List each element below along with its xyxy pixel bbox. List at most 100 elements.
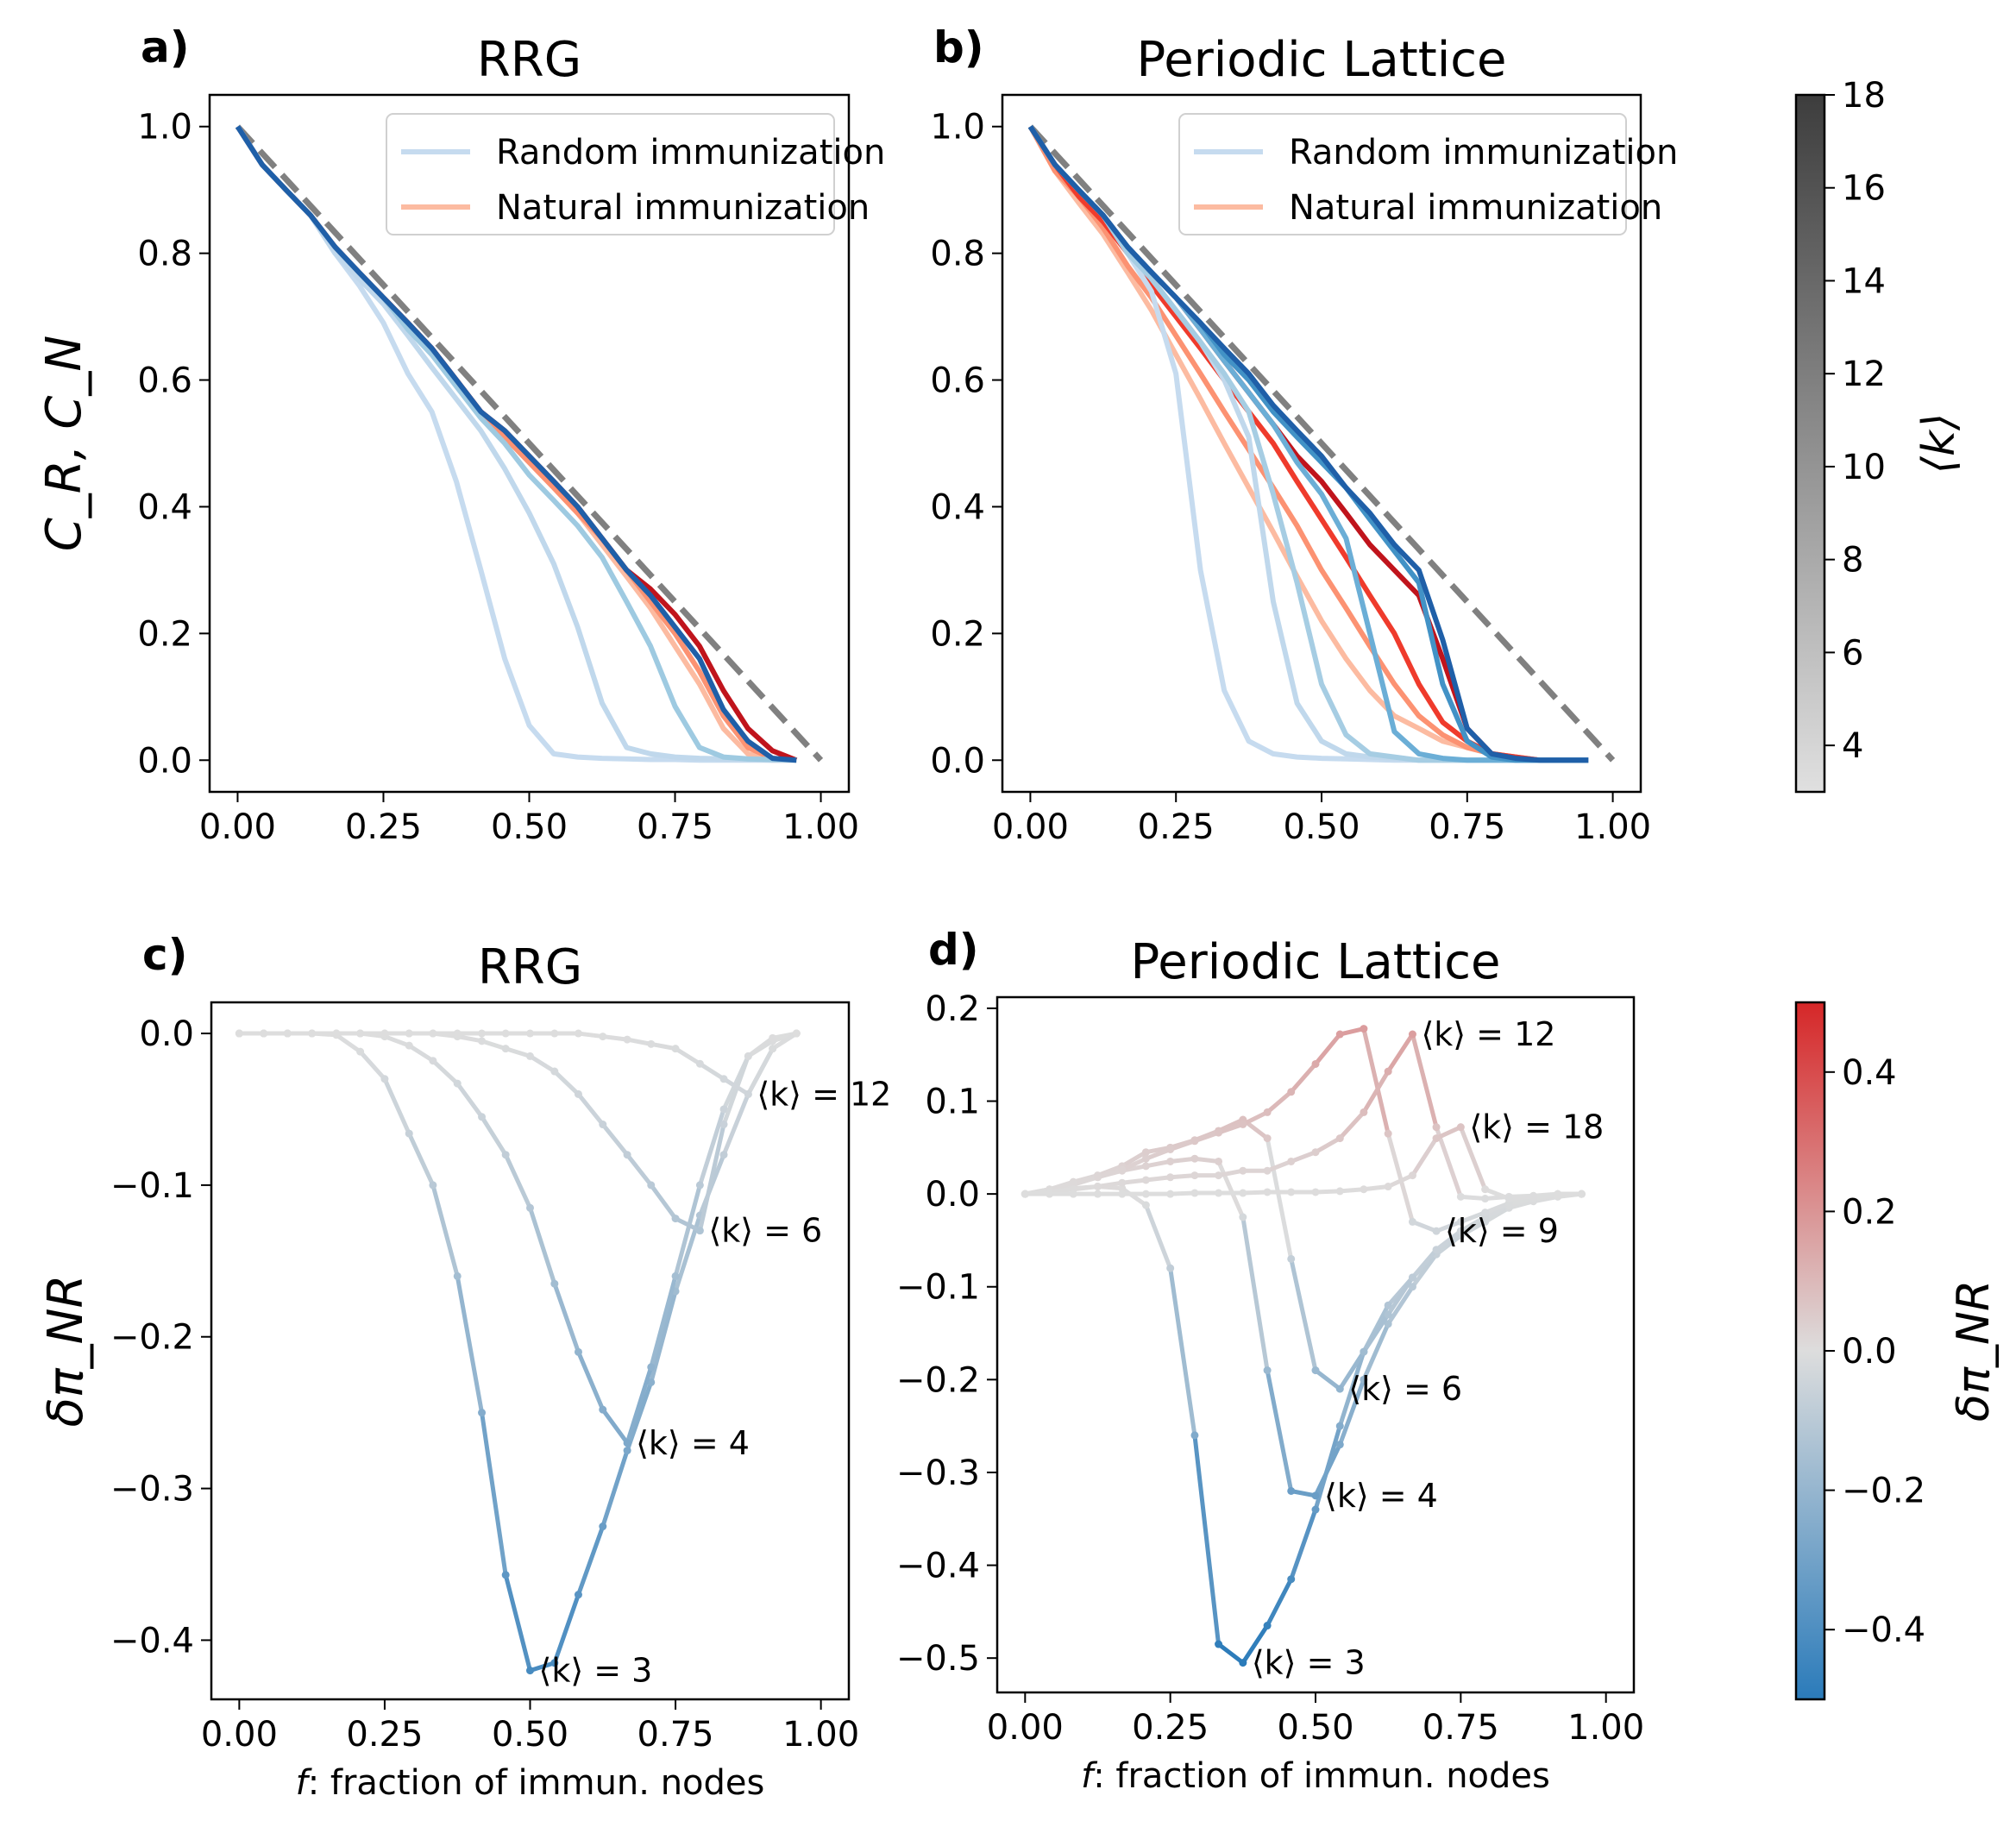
data-point [356, 1029, 365, 1038]
data-point [1432, 1227, 1441, 1235]
series-segment [1168, 1139, 1197, 1152]
series-segment [1289, 1150, 1318, 1164]
chart-title: Periodic Lattice [1137, 32, 1507, 88]
series-segment [625, 1037, 654, 1046]
plot-area [235, 124, 824, 763]
y-tick-label: 0.4 [930, 487, 985, 527]
text-part: : fraction of immun. nodes [308, 1763, 765, 1803]
y-tick-label: 0.6 [930, 361, 985, 401]
data-point [623, 1035, 631, 1044]
data-point [1311, 1148, 1320, 1157]
chart-title: Periodic Lattice [1131, 934, 1501, 990]
series-segment [575, 1349, 606, 1412]
series-segment [1120, 1156, 1148, 1172]
series-segment [1168, 1156, 1197, 1164]
series-segment [1483, 1201, 1511, 1215]
colorbar-tick-label: 16 [1842, 169, 1886, 209]
data-point [671, 1215, 680, 1223]
data-point [1190, 1154, 1199, 1163]
y-tick-label: −0.4 [110, 1621, 194, 1661]
data-point [1335, 1030, 1344, 1039]
y-tick-label: 1.0 [930, 108, 985, 148]
data-point [1456, 1123, 1465, 1132]
x-tick-label: 1.00 [782, 807, 859, 847]
series-segment [1337, 1187, 1366, 1194]
x-tick-label: 1.00 [782, 1715, 859, 1755]
series-segment [1289, 1061, 1318, 1095]
legend: Random immunization Natural immunization [386, 113, 885, 235]
series-segment [1289, 1488, 1318, 1498]
data-point [1287, 1188, 1296, 1196]
data-point [1263, 1134, 1272, 1143]
series-segment [1410, 1032, 1439, 1130]
data-point [695, 1181, 704, 1190]
data-point [1239, 1166, 1247, 1175]
series-segment [1313, 1442, 1342, 1498]
series-line-random-k18 [1027, 125, 1589, 763]
series-segment [649, 1289, 678, 1384]
series-segment [673, 1216, 702, 1234]
data-point [1190, 1137, 1199, 1146]
series-segment [1120, 1177, 1148, 1185]
y-axis-label: δπ_NR [38, 1275, 94, 1428]
data-point [1384, 1129, 1392, 1138]
x-tick-label: 0.00 [201, 1715, 278, 1755]
y-tick-label: 0.2 [930, 614, 985, 654]
series-segment [721, 1091, 751, 1158]
data-point [550, 1279, 559, 1288]
data-point [1360, 1185, 1368, 1194]
colorbar-tick-label: 0.4 [1842, 1053, 1897, 1093]
data-point [1239, 1659, 1247, 1667]
data-point [380, 1075, 389, 1083]
x-tick-label: 0.50 [1277, 1708, 1353, 1748]
colorbar-tick-label: 0.0 [1842, 1332, 1897, 1372]
data-point [501, 1151, 510, 1159]
axes-frame [1001, 93, 1642, 794]
data-point [501, 1571, 510, 1579]
data-point [1166, 1145, 1175, 1153]
series-k3 [235, 1029, 801, 1675]
y-tick-label: −0.5 [896, 1639, 980, 1679]
series-segment [1265, 1368, 1294, 1493]
data-point [1215, 1171, 1223, 1180]
data-point [1335, 1187, 1344, 1196]
series-k18 [1021, 1123, 1586, 1203]
series-segment [382, 1034, 411, 1048]
data-point [453, 1079, 462, 1088]
series-segment [600, 1407, 630, 1446]
series-segment [1095, 1180, 1125, 1190]
data-point [1141, 1190, 1150, 1198]
data-point [453, 1029, 462, 1038]
data-point [1093, 1183, 1102, 1191]
reference-dashed-line [1027, 124, 1616, 763]
series-line-random-k4 [235, 125, 797, 763]
data-point [769, 1033, 777, 1042]
series-segment [1216, 1168, 1246, 1178]
data-point [647, 1181, 656, 1190]
data-point [1311, 1188, 1320, 1196]
data-point [478, 1113, 487, 1121]
series-segment [1555, 1191, 1584, 1197]
series-segment [1458, 1210, 1488, 1224]
legend-frame [1178, 113, 1627, 235]
series-segment [1434, 1228, 1463, 1253]
series-segment [1071, 1184, 1100, 1192]
series-segment [625, 1379, 654, 1453]
data-point [1190, 1431, 1199, 1440]
series-segment [697, 1122, 726, 1234]
data-point [1311, 1366, 1320, 1375]
y-tick-label: 0.8 [930, 235, 985, 274]
colorbar-tick-label: −0.4 [1842, 1610, 1925, 1650]
data-point [1166, 1173, 1175, 1182]
data-point [1166, 1157, 1175, 1165]
data-point [1529, 1192, 1538, 1201]
y-tick-label: 0.8 [137, 235, 192, 274]
data-point [1335, 1134, 1344, 1143]
data-point [1190, 1189, 1199, 1197]
series-k4 [235, 1029, 801, 1447]
series-segment [1337, 1349, 1366, 1391]
data-point [1408, 1273, 1416, 1282]
data-point [647, 1363, 656, 1372]
data-point [526, 1029, 534, 1038]
